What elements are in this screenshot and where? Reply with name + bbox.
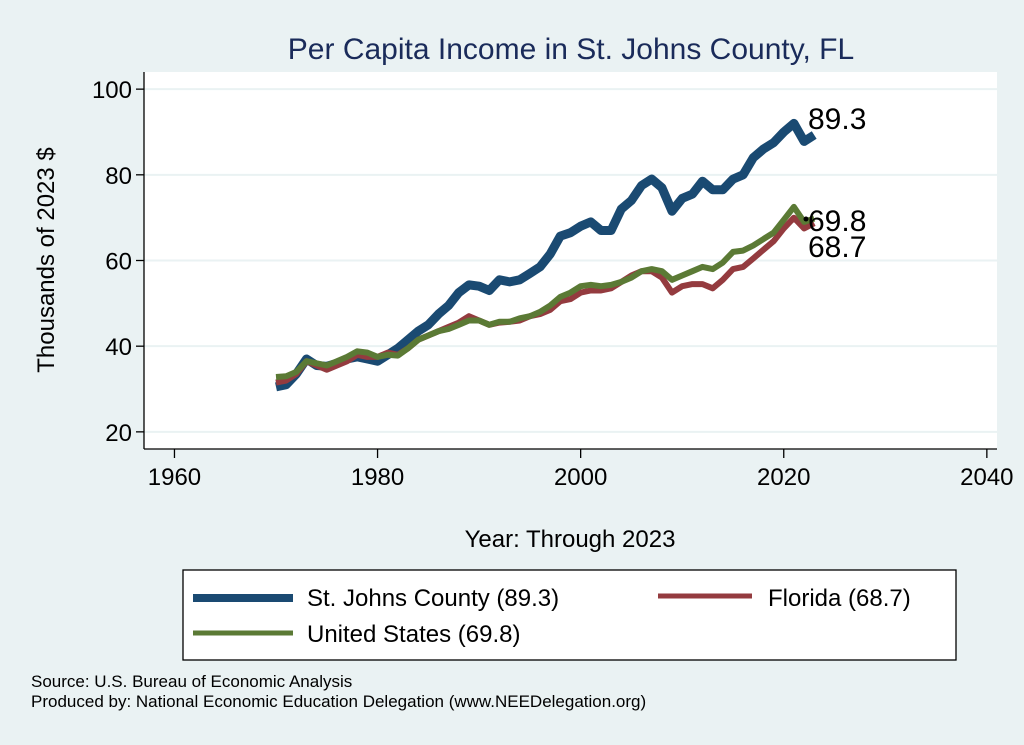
legend-label-florida: Florida (68.7): [768, 585, 911, 612]
y-tick-label: 80: [105, 163, 132, 190]
x-axis-title: Year: Through 2023: [465, 526, 676, 553]
end-label-st-johns: 89.3: [808, 103, 866, 136]
y-tick-label: 20: [105, 420, 132, 447]
y-tick-label: 60: [105, 249, 132, 276]
y-tick-label: 40: [105, 334, 132, 361]
x-tick-label: 2020: [757, 464, 810, 491]
y-axis-title: Thousands of 2023 $: [33, 147, 60, 373]
x-tick-label: 2040: [960, 464, 1013, 491]
legend-box: [182, 569, 957, 661]
legend-label-st-johns: St. Johns County (89.3): [307, 585, 559, 612]
series-lines: [275, 118, 817, 392]
chart-title: Per Capita Income in St. Johns County, F…: [288, 33, 854, 66]
legend: St. Johns County (89.3) Florida (68.7) U…: [182, 569, 957, 661]
source-note: Source: U.S. Bureau of Economic Analysis: [31, 672, 352, 691]
end-label-florida: 68.7: [808, 231, 866, 264]
grid-lines: [144, 88, 997, 433]
x-tick-label: 1980: [351, 464, 404, 491]
end-label-united-states: 69.8: [808, 205, 866, 238]
y-tick-label: 100: [92, 77, 132, 104]
series-line-united-states: [275, 203, 816, 380]
produced-by-note: Produced by: National Economic Education…: [31, 692, 646, 711]
x-tick-label: 1960: [148, 464, 201, 491]
x-tick-label: 2000: [554, 464, 607, 491]
legend-label-united-states: United States (69.8): [307, 621, 520, 648]
end-label-marker-us: [803, 216, 809, 222]
